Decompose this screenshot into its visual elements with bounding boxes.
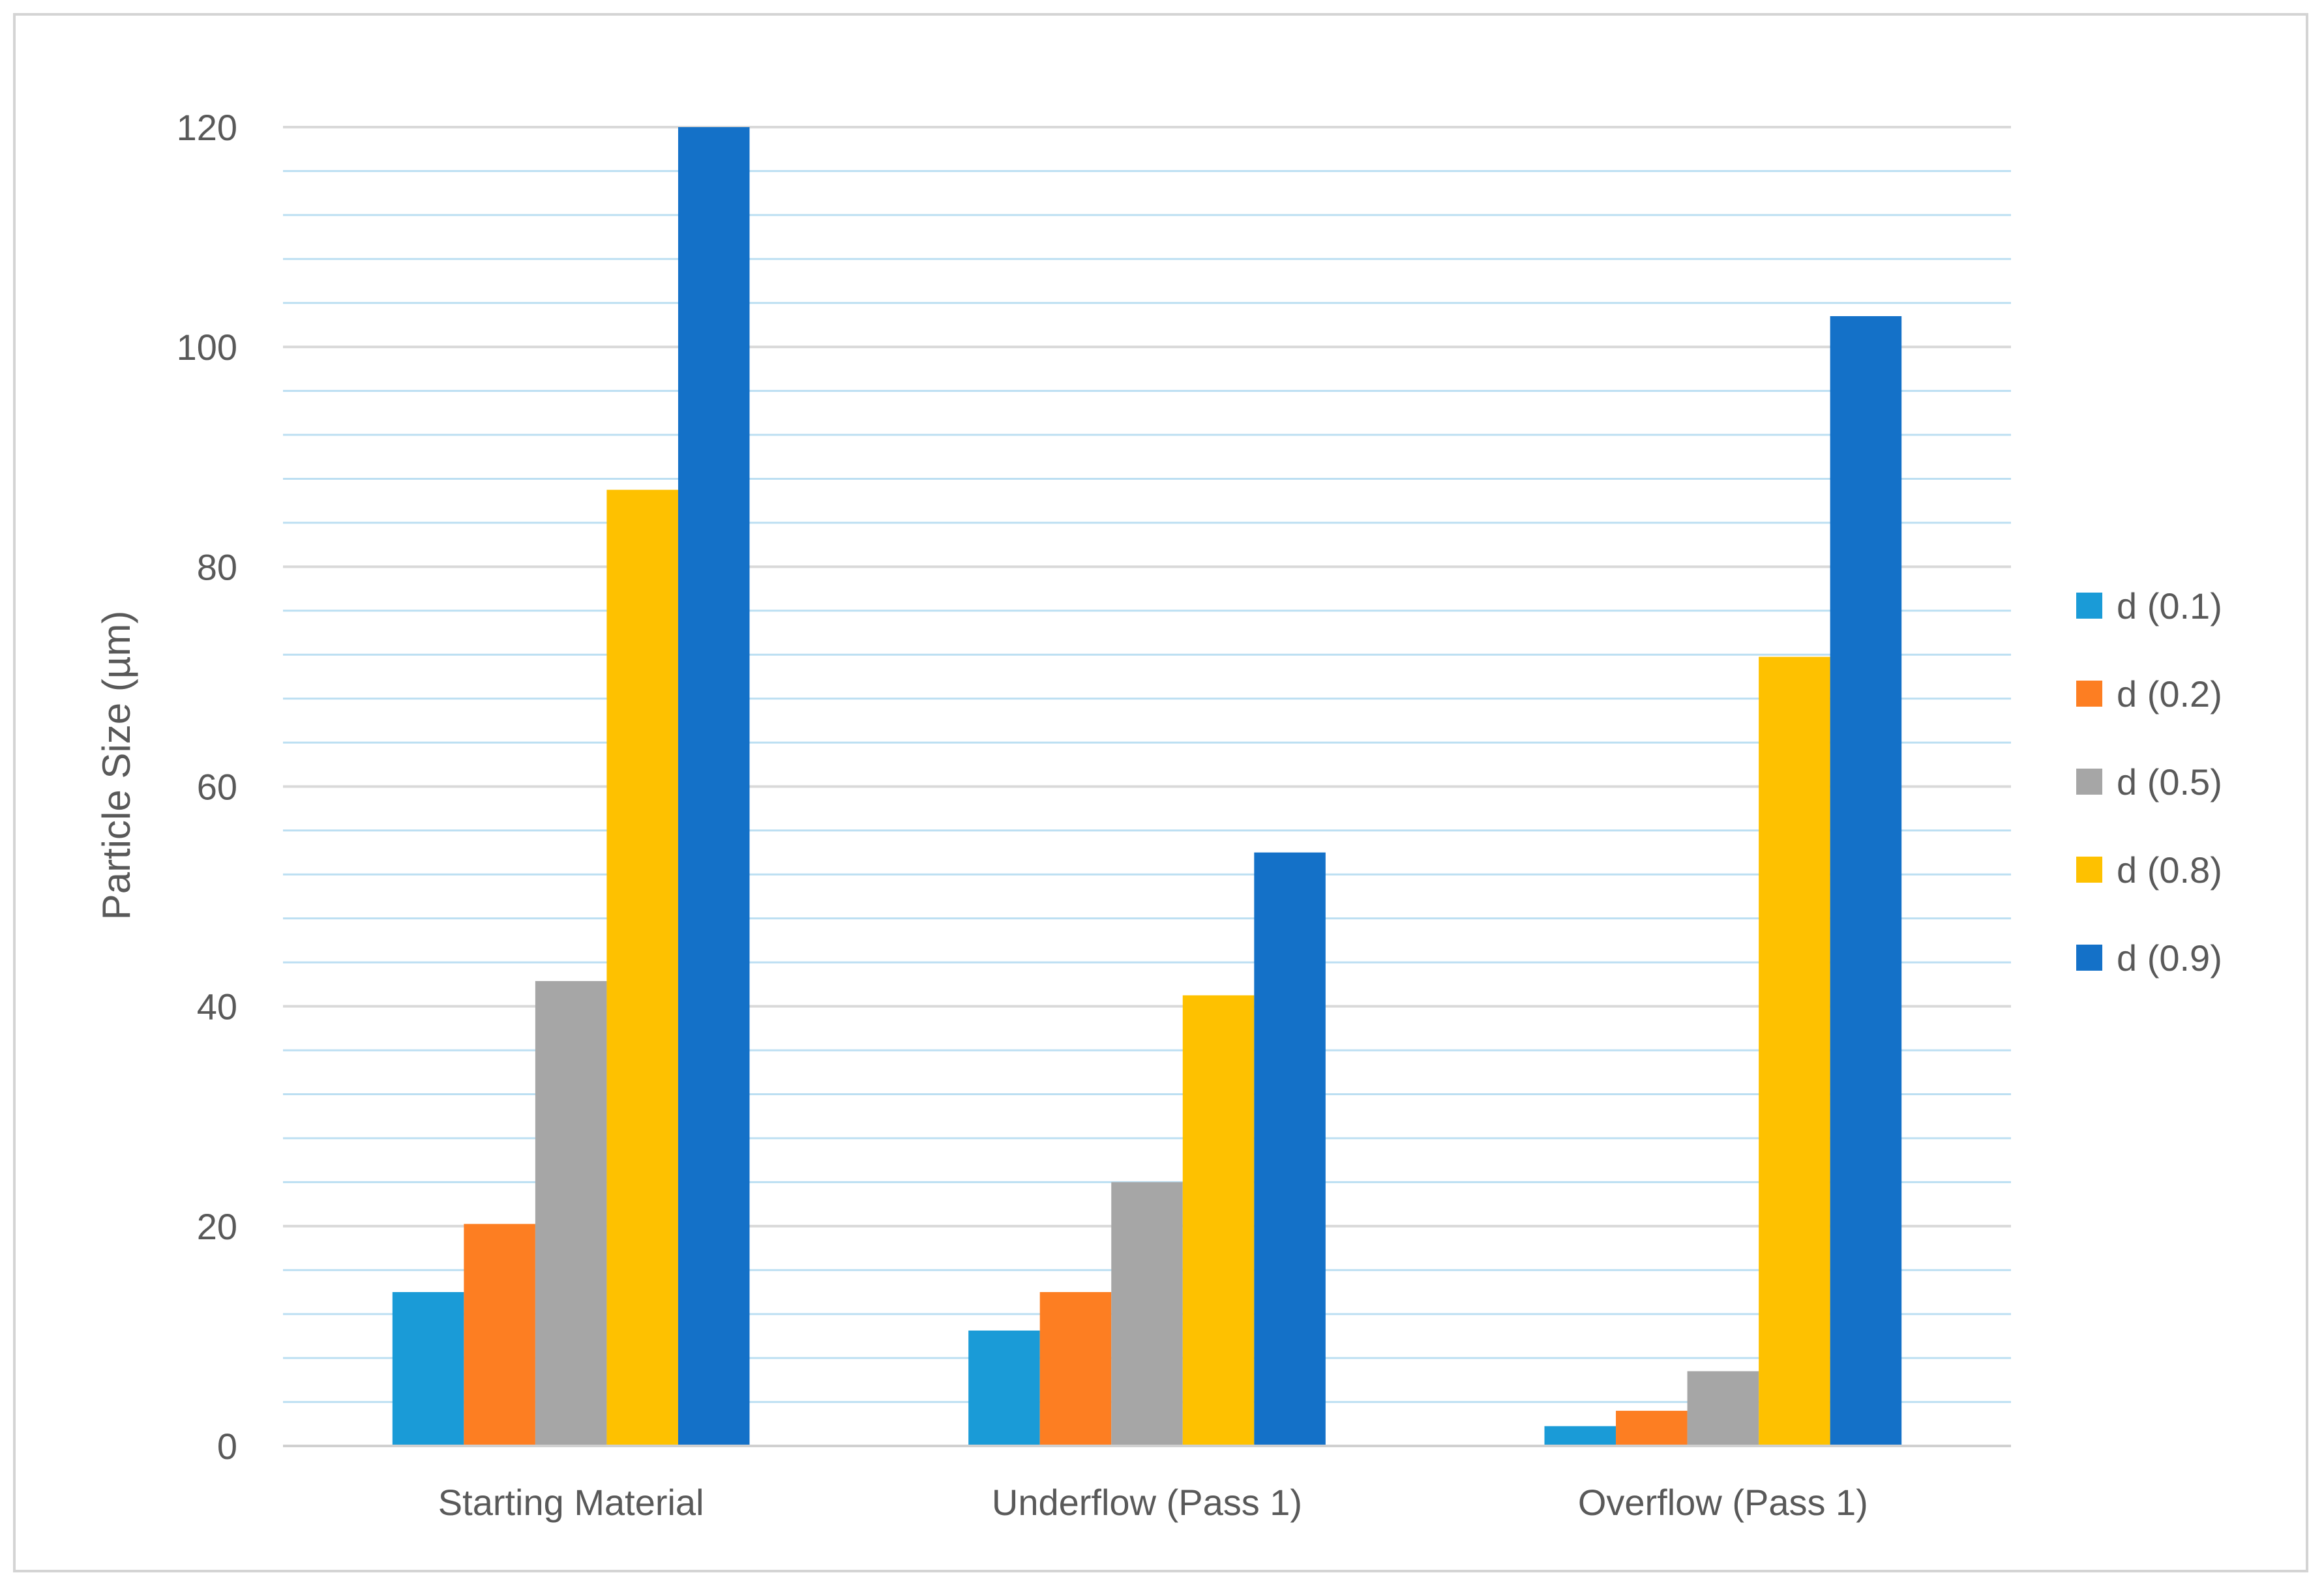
bar	[1544, 1426, 1616, 1446]
bar	[1254, 852, 1326, 1446]
y-axis-title: Particle Size (µm)	[95, 611, 138, 920]
y-tick-label: 0	[217, 1426, 237, 1467]
bars	[392, 127, 1902, 1447]
x-tick-labels: Starting Material Underflow (Pass 1) Overf…	[438, 1482, 1868, 1523]
bar	[1830, 316, 1902, 1446]
legend-label: d (0.8)	[2117, 849, 2222, 891]
bar	[1759, 656, 1830, 1446]
y-tick-label: 20	[197, 1206, 237, 1247]
x-tick-label: Underflow (Pass 1)	[992, 1482, 1302, 1523]
chart-frame: 0 20 40 60 80 100 120 Starting Material Underfl…	[13, 13, 2308, 1572]
legend-swatch	[2076, 593, 2102, 619]
x-tick-label: Overflow (Pass 1)	[1578, 1482, 1868, 1523]
legend-label: d (0.9)	[2117, 937, 2222, 979]
legend-label: d (0.2)	[2117, 673, 2222, 714]
bar	[968, 1330, 1040, 1446]
legend-label: d (0.1)	[2117, 585, 2222, 626]
bar	[535, 980, 607, 1446]
y-tick-labels: 0 20 40 60 80 100 120	[177, 107, 237, 1467]
x-tick-label: Starting Material	[438, 1482, 704, 1523]
legend-swatch	[2076, 769, 2102, 795]
legend: d (0.1) d (0.2) d (0.5) d (0.8) d (0.9)	[2076, 585, 2222, 979]
bar	[1687, 1371, 1759, 1446]
legend-label: d (0.5)	[2117, 761, 2222, 802]
y-tick-label: 80	[197, 546, 237, 587]
y-tick-label: 60	[197, 767, 237, 808]
y-tick-label: 120	[177, 107, 237, 148]
legend-swatch	[2076, 857, 2102, 883]
bar	[464, 1224, 535, 1446]
bar	[1616, 1411, 1688, 1446]
bar	[606, 490, 678, 1447]
bar	[1039, 1291, 1112, 1446]
chart-svg: 0 20 40 60 80 100 120 Starting Material Underfl…	[95, 107, 2222, 1523]
bar	[1182, 995, 1255, 1446]
y-tick-label: 100	[177, 327, 237, 368]
bar	[678, 127, 750, 1446]
legend-swatch	[2076, 945, 2102, 971]
legend-swatch	[2076, 681, 2102, 707]
bar	[1111, 1182, 1183, 1446]
bar	[392, 1291, 464, 1446]
y-tick-label: 40	[197, 986, 237, 1027]
